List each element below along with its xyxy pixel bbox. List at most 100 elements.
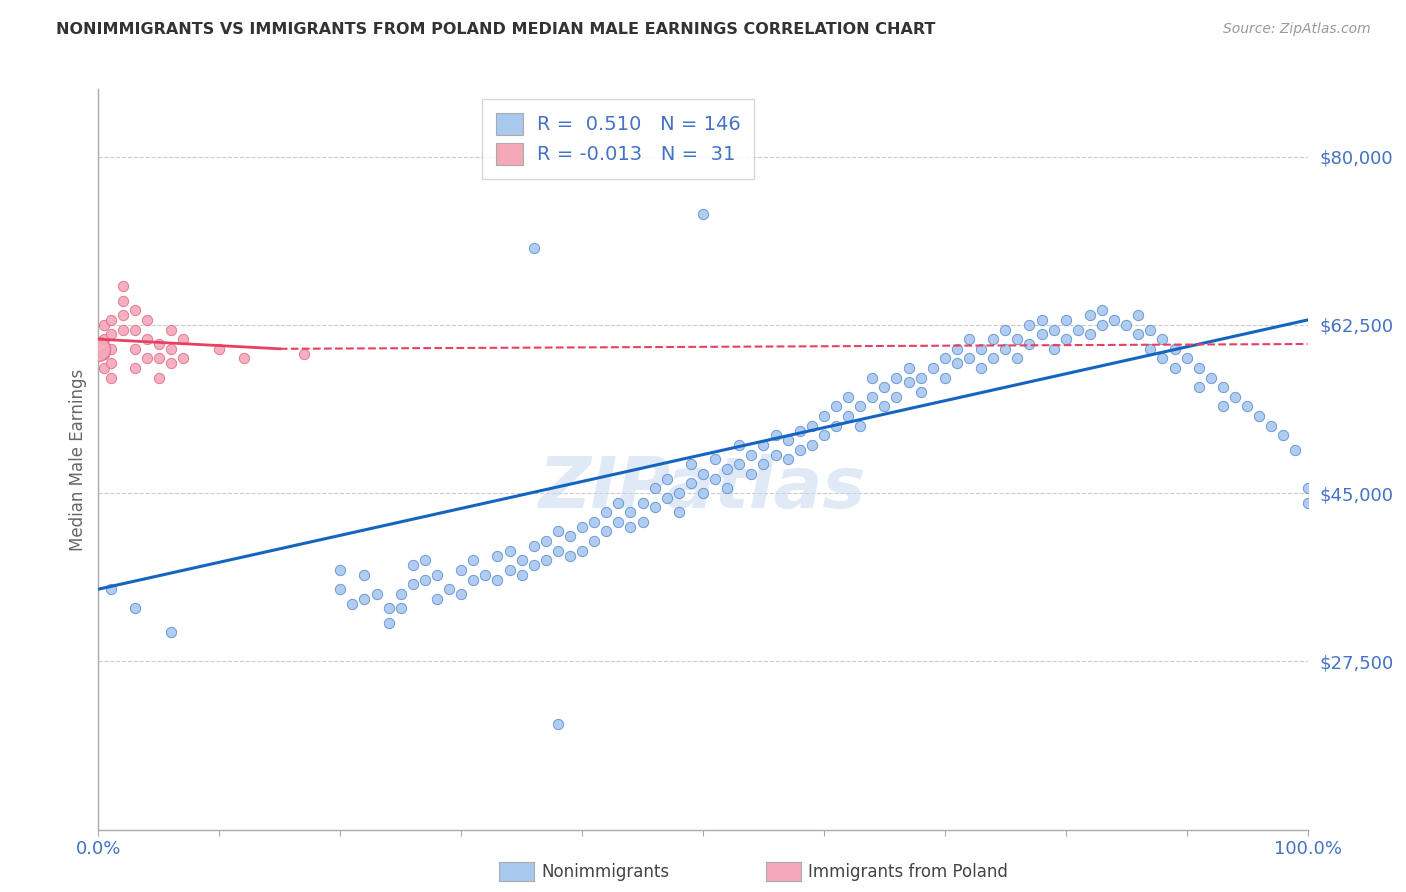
- Point: [1078, 308, 1101, 322]
- Point: [1163, 361, 1185, 376]
- Point: [1054, 332, 1077, 346]
- Point: [124, 303, 146, 318]
- Point: [426, 567, 449, 582]
- Point: [655, 491, 678, 505]
- Point: [172, 351, 194, 366]
- Point: [571, 543, 593, 558]
- Point: [329, 582, 352, 597]
- Point: [100, 370, 122, 384]
- Point: [619, 505, 641, 519]
- Point: [1042, 322, 1064, 336]
- Point: [329, 563, 352, 577]
- Point: [1212, 400, 1234, 414]
- Point: [1260, 418, 1282, 433]
- Point: [486, 573, 509, 587]
- Point: [523, 241, 546, 255]
- Point: [692, 486, 714, 500]
- Point: [607, 515, 630, 529]
- Point: [1042, 342, 1064, 356]
- Point: [860, 390, 883, 404]
- Point: [800, 418, 823, 433]
- Point: [970, 342, 993, 356]
- Point: [716, 481, 738, 495]
- Point: [426, 591, 449, 606]
- Point: [837, 390, 859, 404]
- Point: [1175, 351, 1198, 366]
- Point: [825, 400, 848, 414]
- Point: [124, 601, 146, 615]
- Point: [873, 400, 896, 414]
- Point: [366, 587, 388, 601]
- Point: [957, 332, 980, 346]
- Point: [547, 716, 569, 731]
- Point: [523, 558, 546, 573]
- Point: [111, 293, 134, 308]
- Point: [547, 524, 569, 539]
- Point: [148, 370, 170, 384]
- Point: [450, 563, 472, 577]
- Point: [704, 472, 727, 486]
- Point: [292, 346, 315, 360]
- Point: [402, 577, 425, 591]
- Point: [692, 207, 714, 221]
- Point: [571, 519, 593, 533]
- Point: [849, 418, 872, 433]
- Point: [534, 534, 557, 549]
- Point: [994, 342, 1017, 356]
- Point: [704, 452, 727, 467]
- Point: [619, 519, 641, 533]
- Point: [1128, 327, 1150, 342]
- Point: [124, 322, 146, 336]
- Point: [934, 351, 956, 366]
- Point: [897, 376, 920, 390]
- Point: [342, 597, 364, 611]
- Point: [789, 442, 811, 457]
- Point: [1223, 390, 1246, 404]
- Point: [1249, 409, 1271, 423]
- Point: [402, 558, 425, 573]
- Point: [124, 361, 146, 376]
- Point: [389, 601, 412, 615]
- Point: [800, 438, 823, 452]
- Point: [583, 515, 606, 529]
- Point: [849, 400, 872, 414]
- Point: [100, 356, 122, 370]
- Point: [752, 438, 775, 452]
- Point: [1199, 370, 1222, 384]
- Point: [100, 582, 122, 597]
- Point: [498, 563, 520, 577]
- Point: [886, 370, 908, 384]
- Point: [595, 505, 617, 519]
- Text: Immigrants from Poland: Immigrants from Poland: [808, 863, 1008, 881]
- Point: [981, 332, 1004, 346]
- Point: [463, 573, 485, 587]
- Point: [897, 361, 920, 376]
- Point: [100, 313, 122, 327]
- Point: [825, 418, 848, 433]
- Point: [498, 543, 520, 558]
- Point: [728, 457, 751, 471]
- Point: [1188, 380, 1211, 394]
- Point: [970, 361, 993, 376]
- Point: [160, 356, 183, 370]
- Point: [232, 351, 254, 366]
- Point: [934, 370, 956, 384]
- Point: [1018, 337, 1040, 351]
- Point: [547, 543, 569, 558]
- Legend: R =  0.510   N = 146, R = -0.013   N =  31: R = 0.510 N = 146, R = -0.013 N = 31: [482, 99, 754, 178]
- Point: [1128, 308, 1150, 322]
- Point: [558, 549, 581, 563]
- Point: [740, 448, 762, 462]
- Point: [1296, 496, 1319, 510]
- Point: [160, 342, 183, 356]
- Point: [510, 553, 533, 567]
- Point: [813, 428, 835, 442]
- Point: [413, 573, 436, 587]
- Point: [1163, 342, 1185, 356]
- Point: [437, 582, 460, 597]
- Point: [100, 342, 122, 356]
- Point: [1236, 400, 1258, 414]
- Point: [716, 462, 738, 476]
- Point: [692, 467, 714, 481]
- Point: [1152, 351, 1174, 366]
